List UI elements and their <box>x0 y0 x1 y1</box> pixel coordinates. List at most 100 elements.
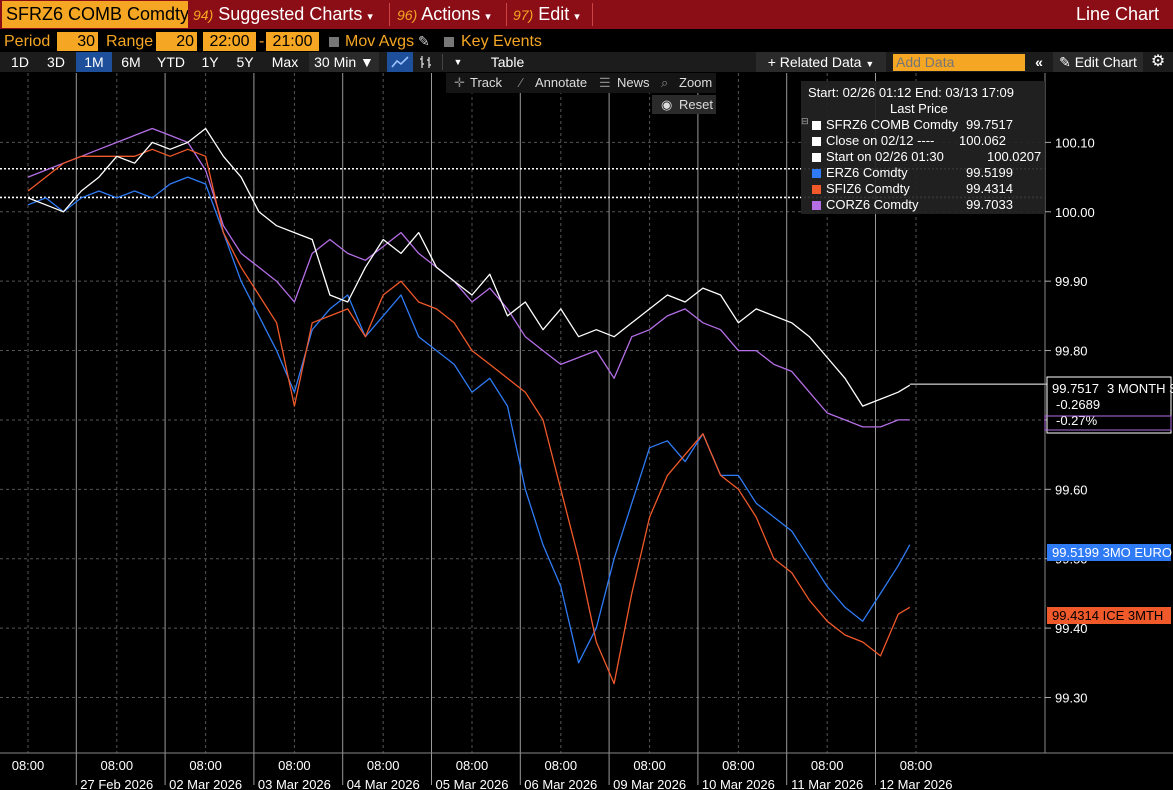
news-icon: ☰ <box>599 75 611 90</box>
chart-options-dropdown-icon[interactable]: ▼ <box>453 57 463 67</box>
zoom-icon: ⌕ <box>661 75 669 90</box>
suggested-charts-menu[interactable]: 94) Suggested Charts ▾ <box>193 0 373 29</box>
y-tick-label: 99.30 <box>1055 690 1088 705</box>
legend-item-name: CORZ6 Comdty <box>826 197 919 212</box>
series-line-erz6 <box>27 176 911 664</box>
x-date-label: 10 Mar 2026 <box>702 777 775 790</box>
reset-label: Reset <box>679 97 713 112</box>
menu-label: Edit <box>538 4 570 24</box>
interval-value: 30 Min <box>314 54 357 70</box>
range-max-button[interactable]: Max <box>271 54 299 70</box>
chart-toolbar: 1D 3D 1M 6M YTD 1Y 5Y Max 30 Min ▼ ▼ Tab… <box>0 52 1173 72</box>
x-tick-label: 08:00 <box>633 758 666 773</box>
menu-number: 94) <box>193 7 214 23</box>
x-date-label: 02 Mar 2026 <box>169 777 242 790</box>
x-tick-label: 08:00 <box>722 758 755 773</box>
pencil-icon: ✎ <box>1059 54 1071 70</box>
divider <box>592 3 593 26</box>
legend-item-value: 99.5199 <box>966 165 1013 180</box>
radio-icon: ◉ <box>661 97 673 112</box>
series-swatch <box>812 185 821 194</box>
x-tick-label: 08:00 <box>278 758 311 773</box>
divider <box>442 54 443 70</box>
legend-panel: Start: 02/26 01:12 End: 03/13 17:09 Last… <box>801 81 1045 214</box>
edit-chart-button[interactable]: ✎ Edit Chart <box>1053 52 1143 72</box>
range-ytd-button[interactable]: YTD <box>157 54 185 70</box>
line-chart[interactable]: 100.10100.0099.9099.8099.7099.6099.5099.… <box>0 73 1173 790</box>
x-tick-label: 08:00 <box>545 758 578 773</box>
range-1y-button[interactable]: 1Y <box>201 54 219 70</box>
dropdown-arrow-icon: ▾ <box>367 11 373 23</box>
tag-box <box>1047 544 1171 561</box>
legend-header: Last Price <box>890 101 948 116</box>
time-from-input[interactable]: 22:00 <box>203 32 256 51</box>
x-tick-label: 08:00 <box>101 758 134 773</box>
chart-type-label: Line Chart <box>1075 4 1159 24</box>
expand-icon[interactable]: ⊟ <box>801 116 809 126</box>
legend-item-name: SFIZ6 Comdty <box>826 181 910 196</box>
tag-price: 99.7517 <box>1052 381 1099 396</box>
related-data-label: + Related Data <box>767 54 862 70</box>
x-tick-label: 08:00 <box>367 758 400 773</box>
reset-button[interactable]: ◉ Reset <box>652 95 716 114</box>
pencil-icon[interactable]: ✎ <box>418 33 430 49</box>
bar-chart-icon[interactable] <box>415 52 437 72</box>
period-input[interactable]: 30 <box>57 32 98 51</box>
crosshair-icon: ✛ <box>454 75 465 90</box>
gear-icon[interactable]: ⚙ <box>1150 53 1166 70</box>
legend-item-name: ERZ6 Comdty <box>826 165 908 180</box>
menu-label: Actions <box>421 4 481 24</box>
settings-row: Period 30 Range 20 22:00 - 21:00 Mov Avg… <box>0 31 1173 53</box>
series-swatch <box>812 153 821 162</box>
tag-pct: -0.27% <box>1056 413 1098 428</box>
tag-box <box>1046 376 1172 434</box>
add-data-input[interactable] <box>893 54 1025 71</box>
range-5y-button[interactable]: 5Y <box>236 54 254 70</box>
y-tick-label: 99.40 <box>1055 621 1088 636</box>
x-date-label: 04 Mar 2026 <box>347 777 420 790</box>
related-data-button[interactable]: + Related Data ▼ <box>756 52 886 72</box>
key-events-label: Key Events <box>461 33 542 50</box>
x-tick-label: 08:00 <box>811 758 844 773</box>
x-date-label: 12 Mar 2026 <box>880 777 953 790</box>
interval-dropdown[interactable]: 30 Min ▼ <box>309 52 379 72</box>
tag-text: 99.4314 ICE 3MTH <box>1052 608 1163 623</box>
range-1d-button[interactable]: 1D <box>11 54 29 70</box>
range-label: Range <box>106 33 154 50</box>
actions-menu[interactable]: 96) Actions ▾ <box>397 0 491 29</box>
divider <box>389 3 390 26</box>
range-6m-button[interactable]: 6M <box>121 54 141 70</box>
legend-item-value: 99.7033 <box>966 197 1013 212</box>
zoom-button[interactable]: Zoom <box>679 75 713 90</box>
edit-menu[interactable]: 97) Edit ▾ <box>513 0 580 29</box>
annotate-button[interactable]: Annotate <box>535 75 588 90</box>
dropdown-arrow-icon: ▾ <box>574 11 580 23</box>
key-events-checkbox[interactable] <box>444 37 454 47</box>
mov-avgs-checkbox[interactable] <box>329 37 339 47</box>
line-chart-icon[interactable] <box>387 52 413 72</box>
legend-range-text: Start: 02/26 01:12 End: 03/13 17:09 <box>808 85 1014 100</box>
legend-item-name: Start on 02/26 01:30 <box>826 149 944 164</box>
range-1m-button[interactable]: 1M <box>76 52 112 72</box>
news-button[interactable]: News <box>617 75 650 90</box>
price-tags: 99.7517 3 MONTH S -0.2689 -0.27% 99.5199… <box>1044 376 1173 624</box>
x-date-label: 03 Mar 2026 <box>258 777 331 790</box>
table-button[interactable]: Table <box>490 54 525 70</box>
ticker-field[interactable]: SFRZ6 COMB Comdty <box>2 1 188 28</box>
series-swatch <box>812 121 821 130</box>
tag-box <box>1047 607 1171 624</box>
range-input[interactable]: 20 <box>156 32 197 51</box>
period-label: Period <box>4 33 51 50</box>
series-swatch <box>812 137 821 146</box>
tag-name: 3 MONTH S <box>1107 381 1173 396</box>
range-3d-button[interactable]: 3D <box>47 54 65 70</box>
x-date-label: 05 Mar 2026 <box>436 777 509 790</box>
track-button[interactable]: Track <box>470 75 503 90</box>
y-tick-label: 100.00 <box>1055 205 1095 220</box>
x-tick-label: 08:00 <box>12 758 45 773</box>
x-date-label: 27 Feb 2026 <box>80 777 153 790</box>
collapse-chevron-icon[interactable]: « <box>1035 54 1043 70</box>
sfrz6-price-tag: 99.7517 3 MONTH S -0.2689 -0.27% <box>1044 376 1173 434</box>
tag-change: -0.2689 <box>1056 397 1100 412</box>
time-to-input[interactable]: 21:00 <box>266 32 319 51</box>
